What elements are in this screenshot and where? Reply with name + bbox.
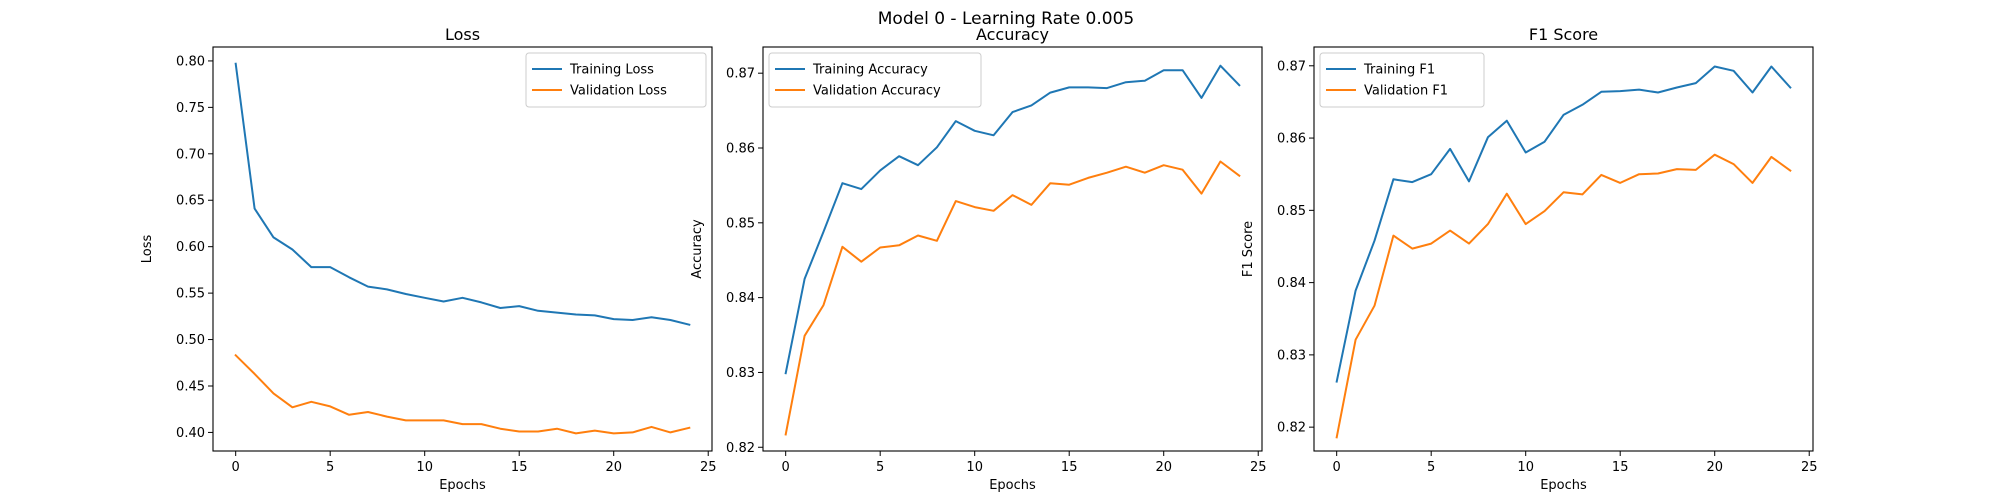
f1-score-title: F1 Score: [1529, 25, 1598, 44]
f1-score-y-tick-label: 0.83: [1277, 348, 1306, 363]
f1-score-y-tick-label: 0.84: [1277, 276, 1306, 291]
f1-score-validation-f1-line: [1335, 153, 1792, 439]
f1-score-legend: Training F1 Validation F1: [1319, 52, 1485, 108]
accuracy-y-tick-label: 0.84: [726, 291, 755, 306]
loss-title: Loss: [445, 25, 480, 44]
loss-x-axis-label: Epochs: [439, 478, 486, 493]
f1-score-training-f1-line: [1335, 65, 1792, 383]
accuracy-x-tick-label: 20: [1155, 460, 1172, 475]
accuracy-y-tick-label: 0.83: [726, 366, 755, 381]
f1-score-y-axis-label: F1 Score: [1241, 221, 1256, 277]
accuracy-axes-frame: [762, 46, 1263, 452]
f1-score-y-tick-label: 0.85: [1277, 204, 1306, 219]
accuracy-y-tick-label: 0.87: [726, 67, 755, 82]
loss-y-tick-label: 0.80: [176, 54, 205, 69]
loss-legend: Training Loss Validation Loss: [525, 52, 707, 108]
f1-score-x-tick-label: 15: [1612, 460, 1629, 475]
f1-score-x-tick-label: 10: [1517, 460, 1534, 475]
accuracy-validation-accuracy-line: [784, 160, 1241, 436]
loss-x-tick-label: 5: [326, 460, 334, 475]
f1-score-subplot: 0 5 10 15 20 25 0.82 0.83 0.84 0.85 0.86 0.87 F1 Sco…: [1241, 25, 1817, 493]
loss-legend-label-training-loss: Training Loss: [569, 63, 654, 78]
loss-y-tick-label: 0.55: [176, 287, 205, 302]
loss-x-tick-label: 25: [700, 460, 717, 475]
f1-score-x-tick-label: 0: [1333, 460, 1341, 475]
accuracy-title: Accuracy: [976, 25, 1049, 44]
loss-y-axis-label: Loss: [140, 235, 155, 264]
f1-score-legend-label-validation-f1: Validation F1: [1364, 84, 1448, 99]
accuracy-legend: Training Accuracy Validation Accuracy: [768, 52, 982, 108]
accuracy-x-tick-label: 5: [876, 460, 884, 475]
f1-score-legend-box: [1319, 52, 1485, 108]
loss-y-tick-label: 0.75: [176, 101, 205, 116]
accuracy-x-tick-label: 15: [1061, 460, 1078, 475]
loss-subplot: 0 5 10 15 20 25 0.40 0.45 0.50 0.55 0.60 0.65 0.70 0.…: [140, 25, 716, 493]
loss-y-tick-label: 0.65: [176, 194, 205, 209]
loss-y-tick-label: 0.45: [176, 379, 205, 394]
f1-score-axes-frame: [1313, 46, 1814, 452]
f1-score-legend-label-training-f1: Training F1: [1363, 63, 1435, 78]
f1-score-x-tick-label: 5: [1427, 460, 1435, 475]
loss-training-loss-line: [234, 62, 691, 326]
accuracy-y-axis-label: Accuracy: [690, 219, 705, 279]
loss-legend-box: [525, 52, 707, 108]
f1-score-y-tick-label: 0.87: [1277, 59, 1306, 74]
accuracy-y-tick-label: 0.85: [726, 216, 755, 231]
loss-x-tick-label: 10: [416, 460, 433, 475]
loss-validation-loss-line: [234, 353, 691, 435]
accuracy-legend-label-training-accuracy: Training Accuracy: [812, 63, 928, 78]
accuracy-x-tick-label: 25: [1250, 460, 1267, 475]
accuracy-subplot: 0 5 10 15 20 25 0.82 0.83 0.84 0.85 0.86 0.87 Accura…: [690, 25, 1266, 493]
loss-x-tick-label: 15: [511, 460, 528, 475]
accuracy-y-tick-label: 0.86: [726, 142, 755, 157]
accuracy-x-tick-label: 10: [966, 460, 983, 475]
accuracy-legend-box: [768, 52, 982, 108]
loss-y-tick-label: 0.40: [176, 426, 205, 441]
f1-score-x-tick-label: 25: [1801, 460, 1818, 475]
f1-score-x-tick-label: 20: [1706, 460, 1723, 475]
loss-y-tick-label: 0.70: [176, 147, 205, 162]
f1-score-x-axis-label: Epochs: [1540, 478, 1587, 493]
subplots: 0 5 10 15 20 25 0.40 0.45 0.50 0.55 0.60 0.65 0.70 0.…: [140, 25, 1817, 493]
accuracy-training-accuracy-line: [784, 64, 1241, 375]
accuracy-x-axis-label: Epochs: [989, 478, 1036, 493]
accuracy-legend-label-validation-accuracy: Validation Accuracy: [813, 84, 941, 99]
f1-score-y-tick-label: 0.82: [1277, 421, 1306, 436]
loss-x-tick-label: 0: [232, 460, 240, 475]
loss-legend-label-validation-loss: Validation Loss: [570, 84, 667, 99]
f1-score-y-tick-label: 0.86: [1277, 132, 1306, 147]
loss-y-tick-label: 0.60: [176, 240, 205, 255]
loss-axes-frame: [212, 46, 713, 452]
accuracy-x-tick-label: 0: [782, 460, 790, 475]
figure-suptitle: Model 0 - Learning Rate 0.005: [878, 9, 1134, 29]
loss-y-tick-label: 0.50: [176, 333, 205, 348]
accuracy-y-tick-label: 0.82: [726, 441, 755, 456]
loss-x-tick-label: 20: [605, 460, 622, 475]
